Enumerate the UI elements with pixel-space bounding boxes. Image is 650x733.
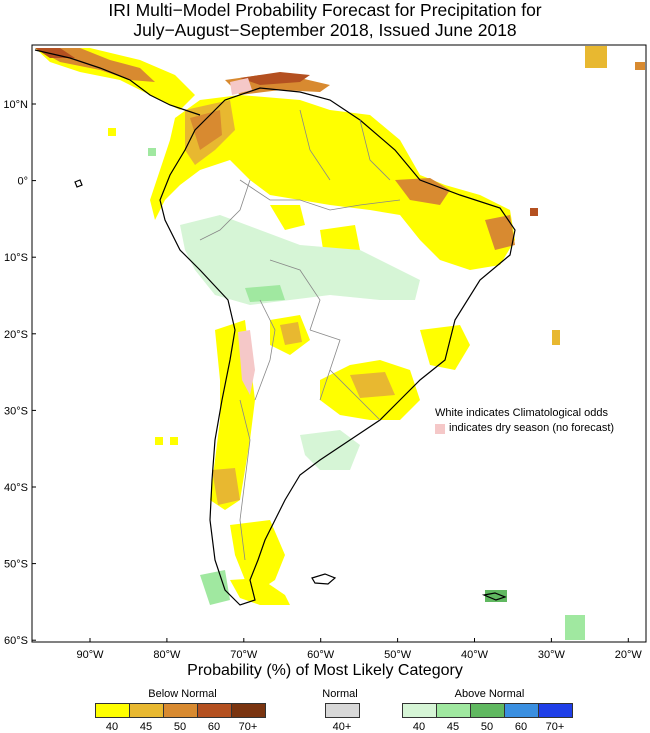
legend-note: White indicates Climatological odds indi… <box>432 405 620 437</box>
legend-tick-label: 50 <box>480 721 494 733</box>
legend-below-swatches <box>95 703 266 718</box>
longitude-label: 60°W <box>307 649 335 661</box>
dry-season-shading-2 <box>230 78 252 95</box>
shade-caribbean-dark <box>240 72 310 85</box>
legend-normal-swatches <box>325 703 360 718</box>
note-white-text: White indicates Climatological odds <box>435 407 609 419</box>
shade-amazon-mouth <box>395 178 450 205</box>
shade-green-sgeorgia <box>485 590 507 602</box>
coastline-central-america <box>34 49 201 116</box>
map-title: IRI Multi−Model Probability Forecast for… <box>0 0 650 40</box>
title-line-1: IRI Multi−Model Probability Forecast for… <box>108 0 542 20</box>
shade-north-yellow <box>150 95 515 270</box>
shade-small-1 <box>155 437 163 445</box>
shade-chile-dark <box>212 468 240 505</box>
latitude-label: 30°S <box>4 405 28 417</box>
legend-swatch <box>163 703 198 718</box>
coastline-galapagos <box>74 179 83 188</box>
legend-tick-label: 45 <box>139 721 153 733</box>
shade-green-uruguay <box>300 430 360 470</box>
legend-tick-label: 60 <box>514 721 528 733</box>
shade-small-2 <box>170 437 178 445</box>
shade-atlantic-2 <box>635 62 645 70</box>
shade-green-amazon <box>180 215 420 305</box>
title-line-2: July−August−September 2018, Issued June … <box>133 20 517 40</box>
legend-above-swatches <box>402 703 573 718</box>
legend-swatch <box>402 703 437 718</box>
longitude-labels: 90°W 80°W 70°W 60°W 50°W 40°W 30°W 20°W <box>76 638 642 661</box>
legend-title: Probability (%) of Most Likely Category <box>187 662 463 679</box>
legend-swatch <box>197 703 232 718</box>
latitude-labels: 10°N 0° 10°S 20°S 30°S 40°S 50°S 60°S <box>3 99 36 647</box>
legend-swatch <box>538 703 573 718</box>
legend-above-normal-label: Above Normal <box>454 688 525 700</box>
legend-tick-label: 50 <box>173 721 187 733</box>
shade-central-america-darkest <box>35 48 75 58</box>
shade-patagonia <box>230 520 285 590</box>
latitude-label: 60°S <box>4 635 28 647</box>
legend-tick-label: 40 <box>105 721 119 733</box>
legend-tick-label: 70+ <box>545 721 565 733</box>
shade-green-mid <box>245 285 285 302</box>
legend-tick-label: 60 <box>207 721 221 733</box>
coastline-falklands <box>311 573 337 585</box>
note-row-white: White indicates Climatological odds <box>435 406 617 421</box>
legend-tick-label: 70+ <box>238 721 258 733</box>
legend-normal-label: Normal <box>322 688 358 700</box>
latitude-label: 40°S <box>4 482 28 494</box>
shade-atlantic-4 <box>552 330 560 345</box>
legend-swatch <box>436 703 471 718</box>
note-dry-text: indicates dry season (no forecast) <box>449 422 615 434</box>
shade-amazon-left <box>270 205 305 230</box>
longitude-label: 70°W <box>230 649 258 661</box>
shade-ne-brazil <box>485 215 515 250</box>
dry-season-shading <box>238 330 255 395</box>
legend-swatch <box>231 703 266 718</box>
legend-tick-label: 40 <box>412 721 426 733</box>
longitude-label: 20°W <box>615 649 643 661</box>
shade-green-tip <box>200 570 230 605</box>
legend-swatch <box>325 703 360 718</box>
shade-green-sandwich <box>565 615 585 640</box>
legend-swatch <box>95 703 130 718</box>
note-row-dry: indicates dry season (no forecast) <box>435 421 617 436</box>
latitude-label: 10°S <box>4 252 28 264</box>
above-normal-shading <box>148 148 585 640</box>
legend-swatch <box>470 703 505 718</box>
legend-swatch <box>129 703 164 718</box>
legend-tick-label: 40+ <box>332 721 352 733</box>
shade-south-central-dark <box>350 372 395 398</box>
shade-colombia-darker <box>190 110 222 150</box>
shade-atlantic-3 <box>530 208 538 216</box>
shade-small-3 <box>108 128 116 136</box>
shade-bolivia-dark <box>280 322 302 345</box>
legend-tick-label: 45 <box>446 721 460 733</box>
latitude-label: 50°S <box>4 559 28 571</box>
longitude-label: 30°W <box>538 649 566 661</box>
longitude-label: 40°W <box>461 649 489 661</box>
shade-atlantic-1 <box>585 46 607 68</box>
legend-below-normal-label: Below Normal <box>148 688 217 700</box>
coastline <box>34 49 516 606</box>
latitude-label: 0° <box>17 176 28 188</box>
longitude-label: 50°W <box>384 649 412 661</box>
latitude-label: 20°S <box>4 329 28 341</box>
coastline-south-america <box>159 87 516 606</box>
shade-green-small-1 <box>148 148 156 156</box>
longitude-label: 90°W <box>76 649 104 661</box>
dry-season-swatch <box>435 423 445 434</box>
legend-swatch <box>504 703 539 718</box>
coastline-south-georgia <box>481 592 507 601</box>
shade-tip <box>230 578 290 605</box>
shade-east-brazil <box>420 325 470 370</box>
country-borders <box>199 109 401 561</box>
latitude-label: 10°N <box>3 99 28 111</box>
longitude-label: 80°W <box>153 649 181 661</box>
